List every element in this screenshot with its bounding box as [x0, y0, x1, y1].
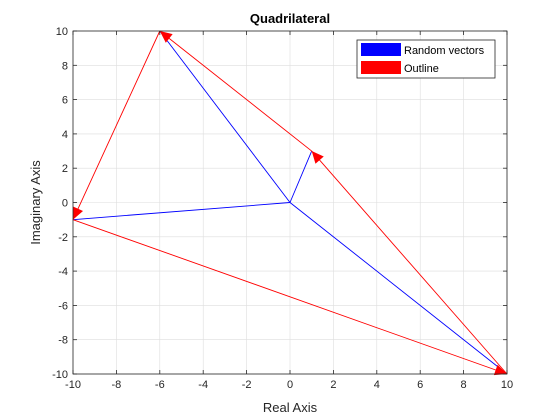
legend-label-outline: Outline [404, 63, 439, 75]
y-tick-label: 0 [62, 198, 68, 210]
legend-swatch-outline [361, 61, 401, 74]
y-tick-label: -4 [58, 266, 68, 278]
y-tick-label: -8 [58, 335, 68, 347]
y-tick-label: 10 [56, 26, 68, 38]
x-tick-label: -10 [65, 379, 81, 391]
x-tick-label: 8 [461, 379, 467, 391]
x-tick-label: -6 [155, 379, 165, 391]
outline-segment [72, 30, 161, 220]
ticks: -10 -8 -6 -4 -2 0 2 4 6 8 10 -10 -8 -6 -4 -2 0 2 4 6 8 10 [52, 26, 513, 391]
random-vector-line [289, 150, 313, 203]
outline-arrowhead [159, 31, 173, 43]
chart-title: Quadrilateral [250, 11, 330, 26]
y-axis-label: Imaginary Axis [28, 160, 43, 245]
random-vector-line [289, 202, 508, 375]
x-axis-label: Real Axis [263, 400, 318, 415]
y-tick-label: -10 [52, 369, 68, 381]
x-tick-label: 0 [287, 379, 293, 391]
outline-arrowhead [493, 364, 507, 376]
x-tick-label: -2 [242, 379, 252, 391]
outline-arrowhead [311, 151, 324, 164]
y-tick-label: -6 [58, 300, 68, 312]
legend: Random vectors Outline [356, 39, 496, 79]
x-tick-label: 6 [417, 379, 423, 391]
y-tick-label: 6 [62, 95, 68, 107]
x-tick-label: 4 [374, 379, 380, 391]
series-layer [72, 30, 508, 376]
outline-segment [159, 30, 312, 152]
outline-arrowhead [73, 206, 84, 220]
x-tick-label: 2 [330, 379, 336, 391]
legend-label-random-vectors: Random vectors [404, 45, 485, 57]
y-tick-label: 2 [62, 163, 68, 175]
y-tick-label: 4 [62, 129, 68, 141]
y-tick-label: -2 [58, 232, 68, 244]
random-vector-line [159, 30, 291, 203]
legend-swatch-random-vectors [361, 43, 401, 56]
outline-segment [72, 219, 508, 375]
outline-segment [311, 150, 508, 375]
x-tick-label: -8 [112, 379, 122, 391]
random-vector-line [72, 202, 291, 221]
x-tick-label: -4 [198, 379, 208, 391]
y-tick-label: 8 [62, 60, 68, 72]
x-tick-label: 10 [501, 379, 513, 391]
